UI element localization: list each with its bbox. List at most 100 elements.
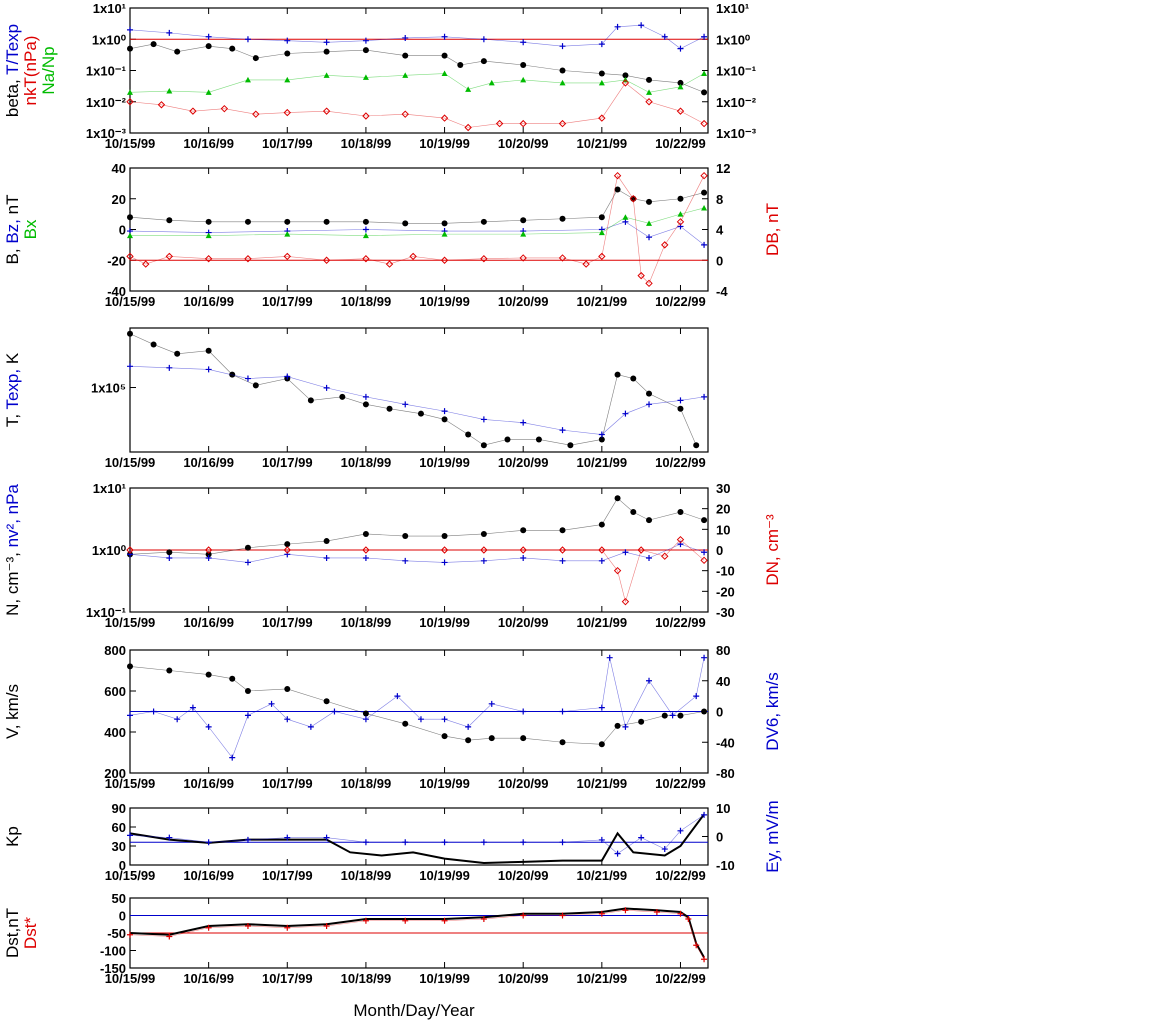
panel-2: 10/15/99 10/16/99 10/17/99 10/18/99 10/19/99… [3,161,782,309]
y2-axis-label: DB, nT [763,203,782,256]
data-point [622,549,629,556]
series-1 [127,22,708,52]
data-point [701,956,708,963]
y-tick-label: 60 [112,820,126,835]
x-tick-label: 10/21/99 [577,294,628,309]
y-axis-label: Dst* [21,917,40,950]
y-tick-label: 600 [104,684,126,699]
data-point [677,83,684,90]
data-point [606,654,613,661]
series-trace [129,221,705,246]
data-point [465,723,472,730]
x-tick-label: 10/19/99 [419,776,470,791]
data-point [519,119,527,128]
data-point [386,405,393,412]
data-point [244,559,251,566]
data-point [385,260,394,268]
data-point [362,74,369,80]
y-axis-label: T, Texp, K [3,352,22,427]
series-2 [127,41,708,96]
data-point [613,171,622,180]
data-point [402,917,409,924]
data-point [441,839,448,846]
y-tick-label: -40 [107,284,126,299]
series-trace [129,43,705,93]
y2-tick-label: 8 [716,192,723,207]
data-point [701,189,708,196]
y-tick-label: 0 [119,858,126,873]
y-axis-label-part: V, km/s [3,684,22,739]
data-point [126,252,134,261]
data-point [205,924,212,931]
y-tick-label: 1x10¹ [93,481,126,496]
data-point [630,375,637,382]
data-point [480,255,488,263]
data-point [559,739,566,746]
data-point [402,720,409,727]
data-point [441,408,448,415]
data-point [480,916,487,922]
y2-tick-label: 0 [716,543,723,558]
x-tick-label: 10/21/99 [577,136,628,151]
series-1 [127,663,708,748]
data-point [284,231,291,237]
x-tick-label: 10/19/99 [419,136,470,151]
y-tick-label: 90 [112,801,126,816]
data-point [362,218,369,225]
y-tick-label: -100 [100,944,126,959]
series-1 [127,495,708,558]
data-point [205,89,212,95]
data-point [252,110,260,118]
data-point [614,495,621,502]
data-point [127,330,133,337]
data-point [362,401,369,408]
y-axis-label-part: Texp, [3,364,22,409]
series-trace [129,814,705,854]
y2-tick-label: 10 [716,522,730,537]
data-point [638,718,645,725]
y2-axis-label: Ey, mV/m [763,800,782,872]
data-point [559,839,566,846]
data-point [127,26,133,33]
data-point [220,104,229,113]
data-point [284,716,291,723]
data-point [559,557,566,564]
data-point [559,79,566,86]
y2-tick-label: 1x10¹ [716,1,749,16]
data-point [614,850,621,857]
data-point [598,521,605,528]
data-point [150,708,157,715]
data-point [488,735,495,742]
data-point [362,554,369,561]
y2-tick-label: 1x10⁰ [716,32,751,47]
data-point [598,114,606,122]
data-point [284,50,291,57]
data-point [205,33,212,40]
data-point [166,667,173,674]
series-trace [129,82,705,128]
data-point [488,79,495,86]
data-point [646,234,653,241]
data-point [244,218,251,225]
series-2 [127,218,708,248]
data-point [677,211,684,217]
x-tick-label: 10/21/99 [577,971,628,986]
data-point [323,72,330,78]
data-point [559,708,566,715]
data-point [480,416,487,423]
data-point [283,252,291,261]
data-point [244,923,251,929]
data-point [362,546,370,554]
x-tick-label: 10/21/99 [577,455,628,470]
data-point [189,107,197,115]
data-point [598,252,606,261]
x-tick-label: 10/15/99 [105,294,156,309]
data-point [520,527,527,534]
data-point [362,839,369,846]
y-axis-label-part: T, [3,410,22,428]
data-point [205,347,212,354]
data-point [244,255,252,263]
data-point [252,382,259,389]
y-axis-label-part: nkT(nPa) [21,36,40,106]
y2-axis-label: DV6, km/s [763,672,782,750]
